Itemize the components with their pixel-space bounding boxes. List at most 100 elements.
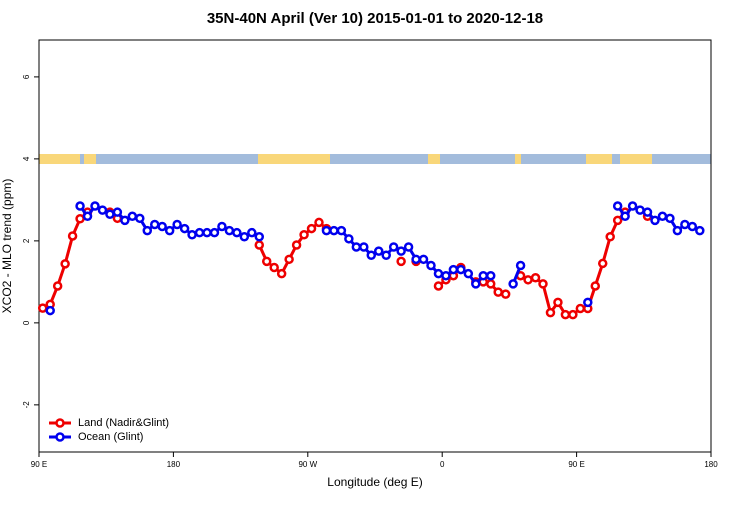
point <box>164 225 175 236</box>
point <box>478 270 489 281</box>
land-strip <box>84 154 96 164</box>
y-tick-label: -2 <box>22 401 31 409</box>
plot-frame <box>38 39 712 453</box>
point <box>515 260 526 271</box>
point <box>396 246 406 256</box>
land-strip <box>258 154 330 164</box>
point <box>463 268 474 279</box>
point <box>105 209 115 219</box>
point <box>523 275 533 285</box>
y-axis-label: XCO2 - MLO trend (ppm) <box>0 179 14 314</box>
point <box>612 215 623 226</box>
point <box>351 242 362 252</box>
point <box>232 227 242 238</box>
y-tick-label: 4 <box>22 156 31 161</box>
point <box>224 225 235 236</box>
point <box>403 242 414 252</box>
point <box>471 279 481 289</box>
point <box>344 234 354 244</box>
point <box>642 207 653 217</box>
point <box>97 205 108 215</box>
point <box>366 250 377 260</box>
point <box>672 225 683 236</box>
point <box>254 240 265 250</box>
point <box>336 225 347 236</box>
point <box>433 268 444 279</box>
point <box>284 254 294 265</box>
x-tick-label: 180 <box>167 460 181 469</box>
point <box>172 219 182 230</box>
point <box>583 297 593 308</box>
point <box>67 231 78 241</box>
point <box>45 305 55 316</box>
point <box>665 213 675 224</box>
x-tick-label: 90 E <box>31 460 47 469</box>
point <box>359 242 369 252</box>
point <box>575 303 586 314</box>
legend-marker <box>55 432 65 442</box>
point <box>179 223 190 234</box>
point <box>553 297 563 308</box>
land-strip <box>620 154 652 164</box>
point <box>239 232 250 242</box>
y-tick-label: 6 <box>22 74 31 79</box>
point <box>568 309 578 320</box>
point <box>612 201 623 211</box>
land-strip <box>39 154 80 164</box>
point <box>381 250 391 260</box>
point <box>418 254 429 265</box>
x-tick-label: 180 <box>704 460 718 469</box>
point <box>254 232 265 242</box>
point <box>627 201 638 211</box>
point <box>426 260 436 271</box>
point <box>620 211 630 222</box>
land-ocean-strip <box>39 154 711 164</box>
point <box>411 254 421 265</box>
point <box>127 211 138 222</box>
legend-label: Land (Nadir&Glint) <box>78 417 169 429</box>
point <box>448 264 459 275</box>
point <box>82 211 93 222</box>
x-tick-label: 90 E <box>568 460 584 469</box>
point <box>530 273 541 283</box>
point <box>314 217 324 228</box>
legend-marker <box>55 418 65 428</box>
point <box>500 289 511 299</box>
point <box>493 287 503 297</box>
y-tick-label: 2 <box>22 238 31 243</box>
point <box>687 221 698 232</box>
point <box>37 303 48 313</box>
point <box>269 262 279 273</box>
point <box>142 225 153 236</box>
point <box>597 258 608 269</box>
point <box>209 227 220 238</box>
point <box>605 232 615 242</box>
point <box>120 215 130 226</box>
point <box>202 227 212 238</box>
point <box>635 205 645 215</box>
point <box>485 270 496 281</box>
point <box>650 215 660 226</box>
land-strip <box>586 154 612 164</box>
point <box>261 256 272 267</box>
point <box>306 223 317 234</box>
point <box>187 229 197 240</box>
point <box>217 221 227 232</box>
point <box>135 213 145 224</box>
point <box>321 225 332 236</box>
point <box>538 279 548 289</box>
point <box>657 211 668 222</box>
point <box>157 221 167 232</box>
legend-label: Ocean (Glint) <box>78 431 143 443</box>
point <box>299 229 309 240</box>
point <box>329 225 339 236</box>
x-tick-label: 90 W <box>298 460 317 469</box>
land-strip <box>515 154 521 164</box>
point <box>456 264 466 275</box>
point <box>60 259 70 269</box>
point <box>545 307 556 318</box>
point <box>590 281 601 291</box>
point <box>695 225 705 236</box>
